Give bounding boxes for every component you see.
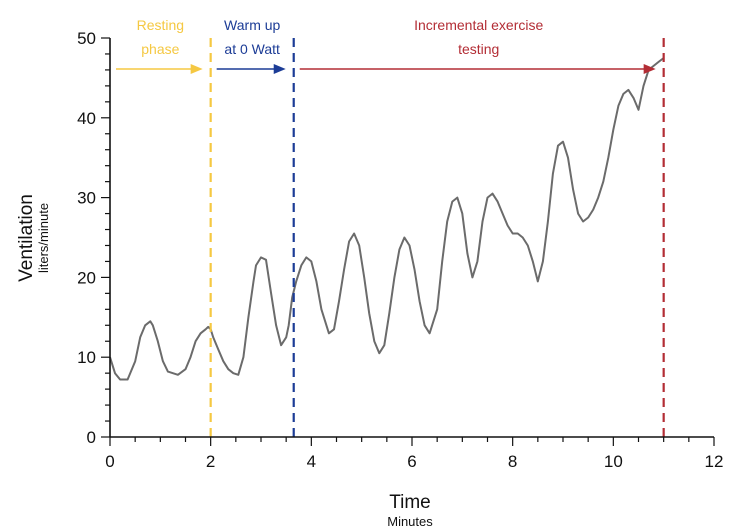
phase-arrow-head [273, 64, 286, 74]
y-tick-label: 30 [77, 189, 96, 208]
ventilation-series-line [109, 57, 665, 381]
x-tick-label: 0 [105, 452, 114, 471]
x-axis-title: Time [389, 492, 431, 513]
phase-arrow-head [190, 64, 203, 74]
phase-arrow-head [643, 64, 656, 74]
x-tick-label: 4 [307, 452, 316, 471]
phase-label: Warm up [224, 17, 280, 33]
phase-label: Resting [137, 17, 184, 33]
plot-area [109, 57, 665, 381]
phase-markers: Resting phase Warm up at 0 Watt Incremental … [116, 17, 665, 437]
x-axis-subtitle: Minutes [387, 514, 433, 529]
phase-label: testing [458, 41, 499, 57]
phase-label: phase [141, 41, 179, 57]
phase-label: Incremental exercise [414, 17, 543, 33]
x-tick-label: 12 [705, 452, 724, 471]
x-tick-label: 10 [604, 452, 623, 471]
x-tick-label: 2 [206, 452, 215, 471]
x-tick-label: 6 [407, 452, 416, 471]
y-tick-label: 20 [77, 268, 96, 287]
y-tick-label: 0 [87, 428, 96, 447]
y-tick-label: 40 [77, 109, 96, 128]
phase-label: at 0 Watt [224, 41, 280, 57]
x-tick-label: 8 [508, 452, 517, 471]
y-axis-subtitle: liters/minute [36, 203, 51, 273]
y-axis-title: Ventilation [16, 194, 37, 282]
axes: 0 10 20 30 40 50 0 2 4 6 8 10 12 [77, 29, 723, 471]
y-tick-label: 10 [77, 348, 96, 367]
y-tick-label: 50 [77, 29, 96, 48]
